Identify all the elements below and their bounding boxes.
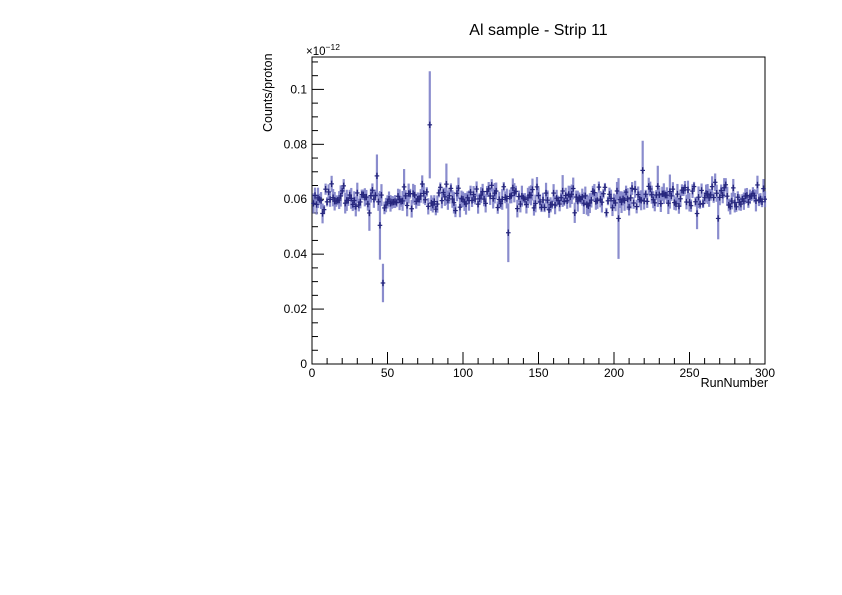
x-axis-tick-labels: 0 50 100 150 200 250 300	[309, 366, 776, 380]
x-tick-label: 150	[528, 366, 548, 380]
x-tick-label: 200	[604, 366, 624, 380]
y-tick-label: 0	[300, 357, 307, 371]
x-axis-minor-ticks	[326, 358, 751, 364]
y-axis-tick-labels: 0 0.02 0.04 0.06 0.08 0.1	[284, 82, 308, 371]
exponent-mantissa: ×10	[306, 45, 326, 58]
y-axis-exponent-label: ×10−12	[306, 42, 340, 58]
x-tick-label: 0	[309, 366, 316, 380]
y-axis-title: Counts/proton	[261, 53, 275, 132]
x-tick-label: 250	[679, 366, 699, 380]
x-tick-label: 100	[453, 366, 473, 380]
x-axis-title: RunNumber	[700, 376, 768, 390]
y-tick-label: 0.04	[284, 247, 308, 261]
exponent-power: −12	[325, 42, 340, 52]
x-axis-major-ticks	[311, 352, 766, 364]
chart-title: Al sample - Strip 11	[469, 22, 608, 39]
x-tick-label: 300	[755, 366, 775, 380]
y-tick-label: 0.1	[290, 82, 307, 96]
data-markers	[311, 121, 767, 287]
y-tick-label: 0.08	[284, 137, 308, 151]
x-tick-label: 50	[381, 366, 395, 380]
plot-frame	[311, 56, 766, 365]
y-tick-label: 0.06	[284, 192, 308, 206]
y-tick-label: 0.02	[284, 302, 308, 316]
